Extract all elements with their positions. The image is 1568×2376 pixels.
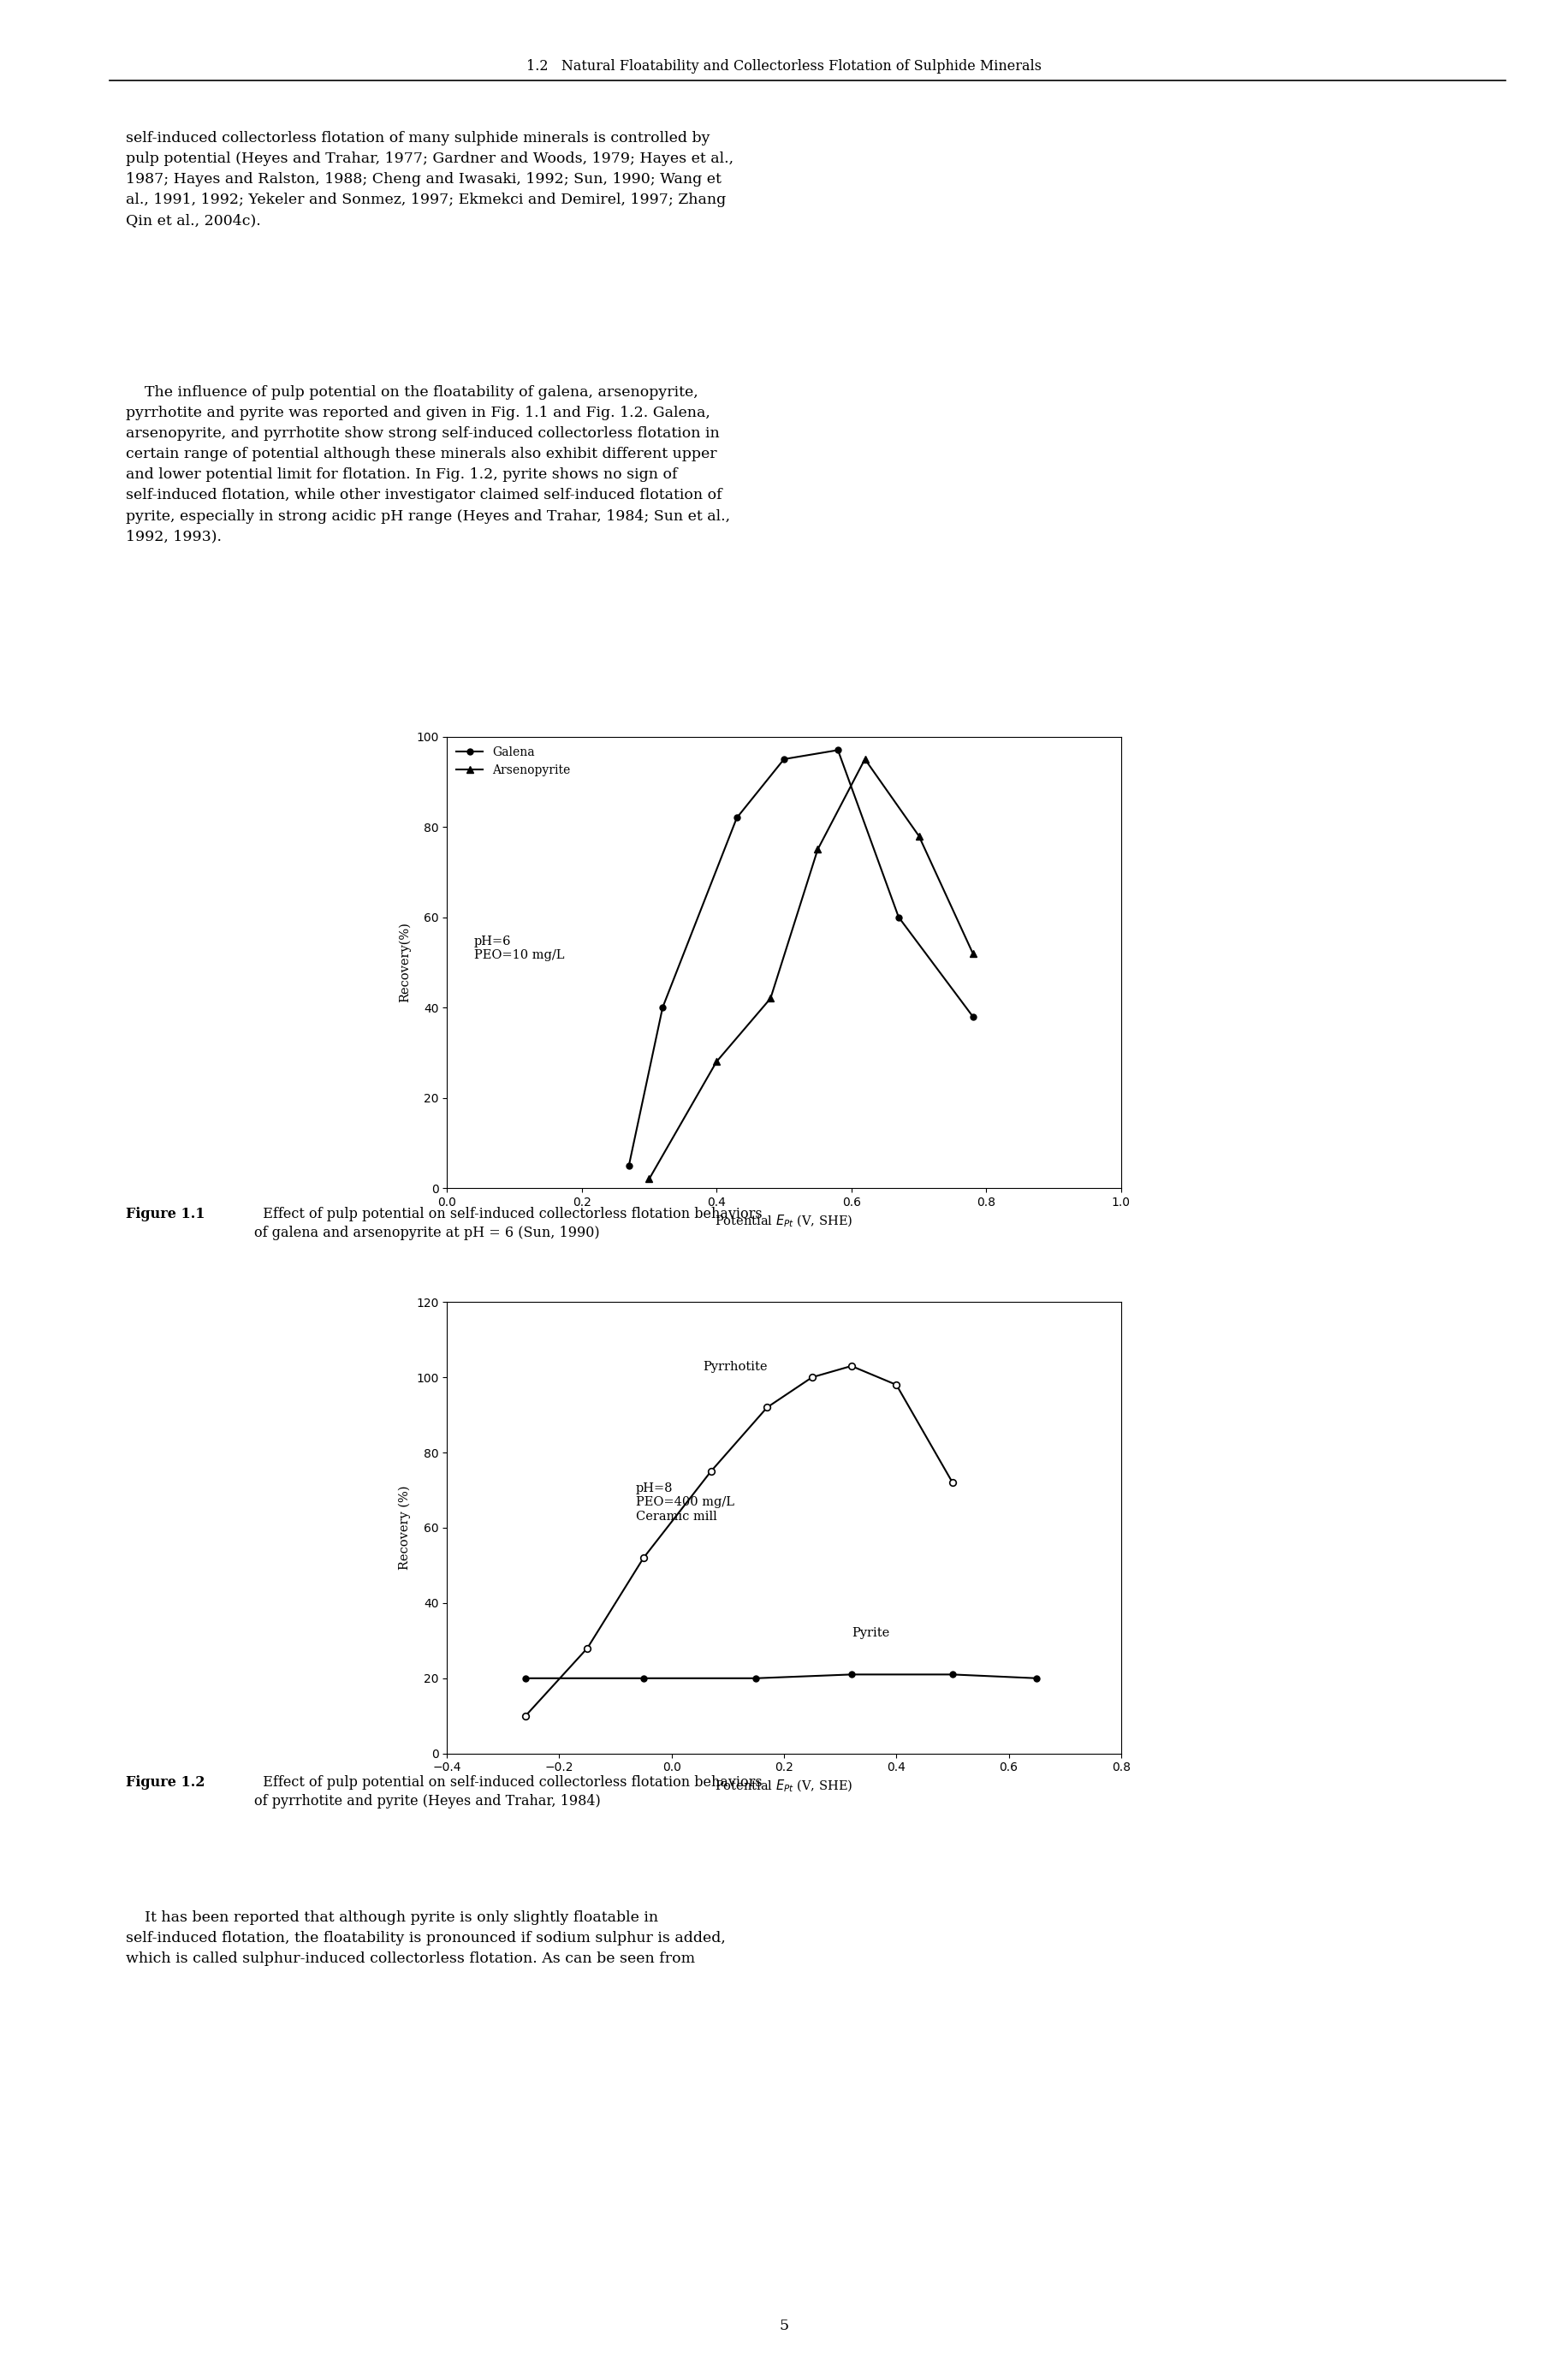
Text: Figure 1.2: Figure 1.2 — [125, 1775, 204, 1789]
Text: Effect of pulp potential on self-induced collectorless flotation behaviors
of py: Effect of pulp potential on self-induced… — [254, 1775, 762, 1808]
Text: The influence of pulp potential on the floatability of galena, arsenopyrite,
pyr: The influence of pulp potential on the f… — [125, 385, 729, 544]
Arsenopyrite — [707, 1048, 726, 1076]
X-axis label: Potential $E_{Pt}$ (V, SHE): Potential $E_{Pt}$ (V, SHE) — [715, 1214, 853, 1228]
Galena — [889, 903, 908, 931]
Arsenopyrite — [963, 939, 982, 967]
Galena — [619, 1152, 638, 1181]
Y-axis label: Recovery(%): Recovery(%) — [398, 922, 411, 1003]
X-axis label: Potential $E_{Pt}$ (V, SHE): Potential $E_{Pt}$ (V, SHE) — [715, 1780, 853, 1794]
Galena — [775, 746, 793, 775]
Text: 5: 5 — [779, 2319, 789, 2333]
Text: Pyrite: Pyrite — [851, 1628, 889, 1639]
Arsenopyrite — [909, 822, 928, 851]
Galena — [654, 993, 673, 1022]
Text: pH=6
PEO=10 mg/L: pH=6 PEO=10 mg/L — [474, 936, 564, 960]
Arsenopyrite — [856, 746, 875, 775]
Arsenopyrite — [760, 984, 779, 1012]
Text: Pyrrhotite: Pyrrhotite — [702, 1361, 768, 1373]
Galena — [963, 1003, 982, 1031]
Text: self-induced collectorless flotation of many sulphide minerals is controlled by
: self-induced collectorless flotation of … — [125, 131, 734, 228]
Galena — [728, 803, 746, 832]
Arsenopyrite — [640, 1164, 659, 1193]
Legend: Galena, Arsenopyrite: Galena, Arsenopyrite — [453, 744, 574, 779]
Arsenopyrite — [809, 836, 828, 865]
Text: Effect of pulp potential on self-induced collectorless flotation behaviors
of ga: Effect of pulp potential on self-induced… — [254, 1207, 762, 1240]
Text: pH=8
PEO=400 mg/L
Ceramic mill: pH=8 PEO=400 mg/L Ceramic mill — [635, 1483, 734, 1523]
Y-axis label: Recovery (%): Recovery (%) — [398, 1485, 411, 1571]
Galena — [828, 737, 847, 765]
Text: Figure 1.1: Figure 1.1 — [125, 1207, 204, 1221]
Line: Galena: Galena — [626, 746, 975, 1169]
Line: Arsenopyrite: Arsenopyrite — [646, 756, 975, 1183]
Text: 1.2   Natural Floatability and Collectorless Flotation of Sulphide Minerals: 1.2 Natural Floatability and Collectorle… — [527, 59, 1041, 74]
Text: It has been reported that although pyrite is only slightly floatable in
self-ind: It has been reported that although pyrit… — [125, 1910, 726, 1967]
